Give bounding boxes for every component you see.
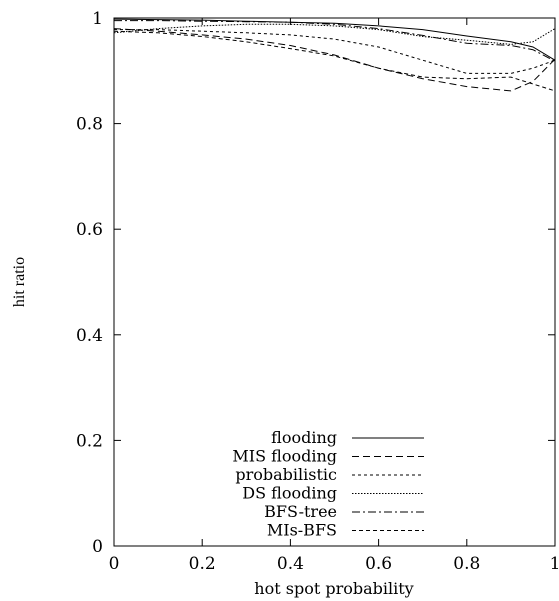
x-axis-label: hot spot probability [254, 579, 413, 598]
series-lines [113, 18, 556, 92]
y-tick-label: 0.4 [76, 326, 103, 346]
y-tick-label: 0.2 [76, 431, 103, 451]
series-line-6 [113, 30, 556, 92]
plot-frame [113, 17, 556, 547]
legend-label: MIs-BFS [267, 521, 337, 540]
x-tick-label: 0 [109, 554, 120, 574]
series-line-5 [114, 20, 556, 62]
series-line-4 [113, 23, 556, 45]
y-tick-label: 0.8 [76, 115, 103, 135]
x-tick-label: 0.8 [453, 554, 480, 574]
y-tick-label: 0 [92, 537, 103, 557]
series-line-2 [113, 28, 556, 92]
series-line-3 [114, 29, 556, 74]
legend-label: flooding [271, 428, 337, 447]
x-tick-label: 1 [550, 554, 559, 574]
legend-label: MIS flooding [232, 447, 337, 466]
y-tick-label: 0.6 [76, 220, 103, 240]
y-tick-label: 1 [92, 9, 103, 29]
axis-ticks: 0 0.2 0.4 0.6 0.8 1 0 0.2 0.4 0.6 0.8 1 [76, 9, 559, 574]
legend-label: probabilistic [235, 465, 337, 484]
x-tick-label: 0.2 [189, 554, 216, 574]
series-line-1 [113, 18, 556, 61]
y-axis-label: hit ratio [11, 257, 28, 307]
x-tick-label: 0.6 [365, 554, 392, 574]
legend-label: BFS-tree [264, 502, 337, 521]
legend-label: DS flooding [242, 484, 337, 503]
x-tick-label: 0.4 [277, 554, 304, 574]
